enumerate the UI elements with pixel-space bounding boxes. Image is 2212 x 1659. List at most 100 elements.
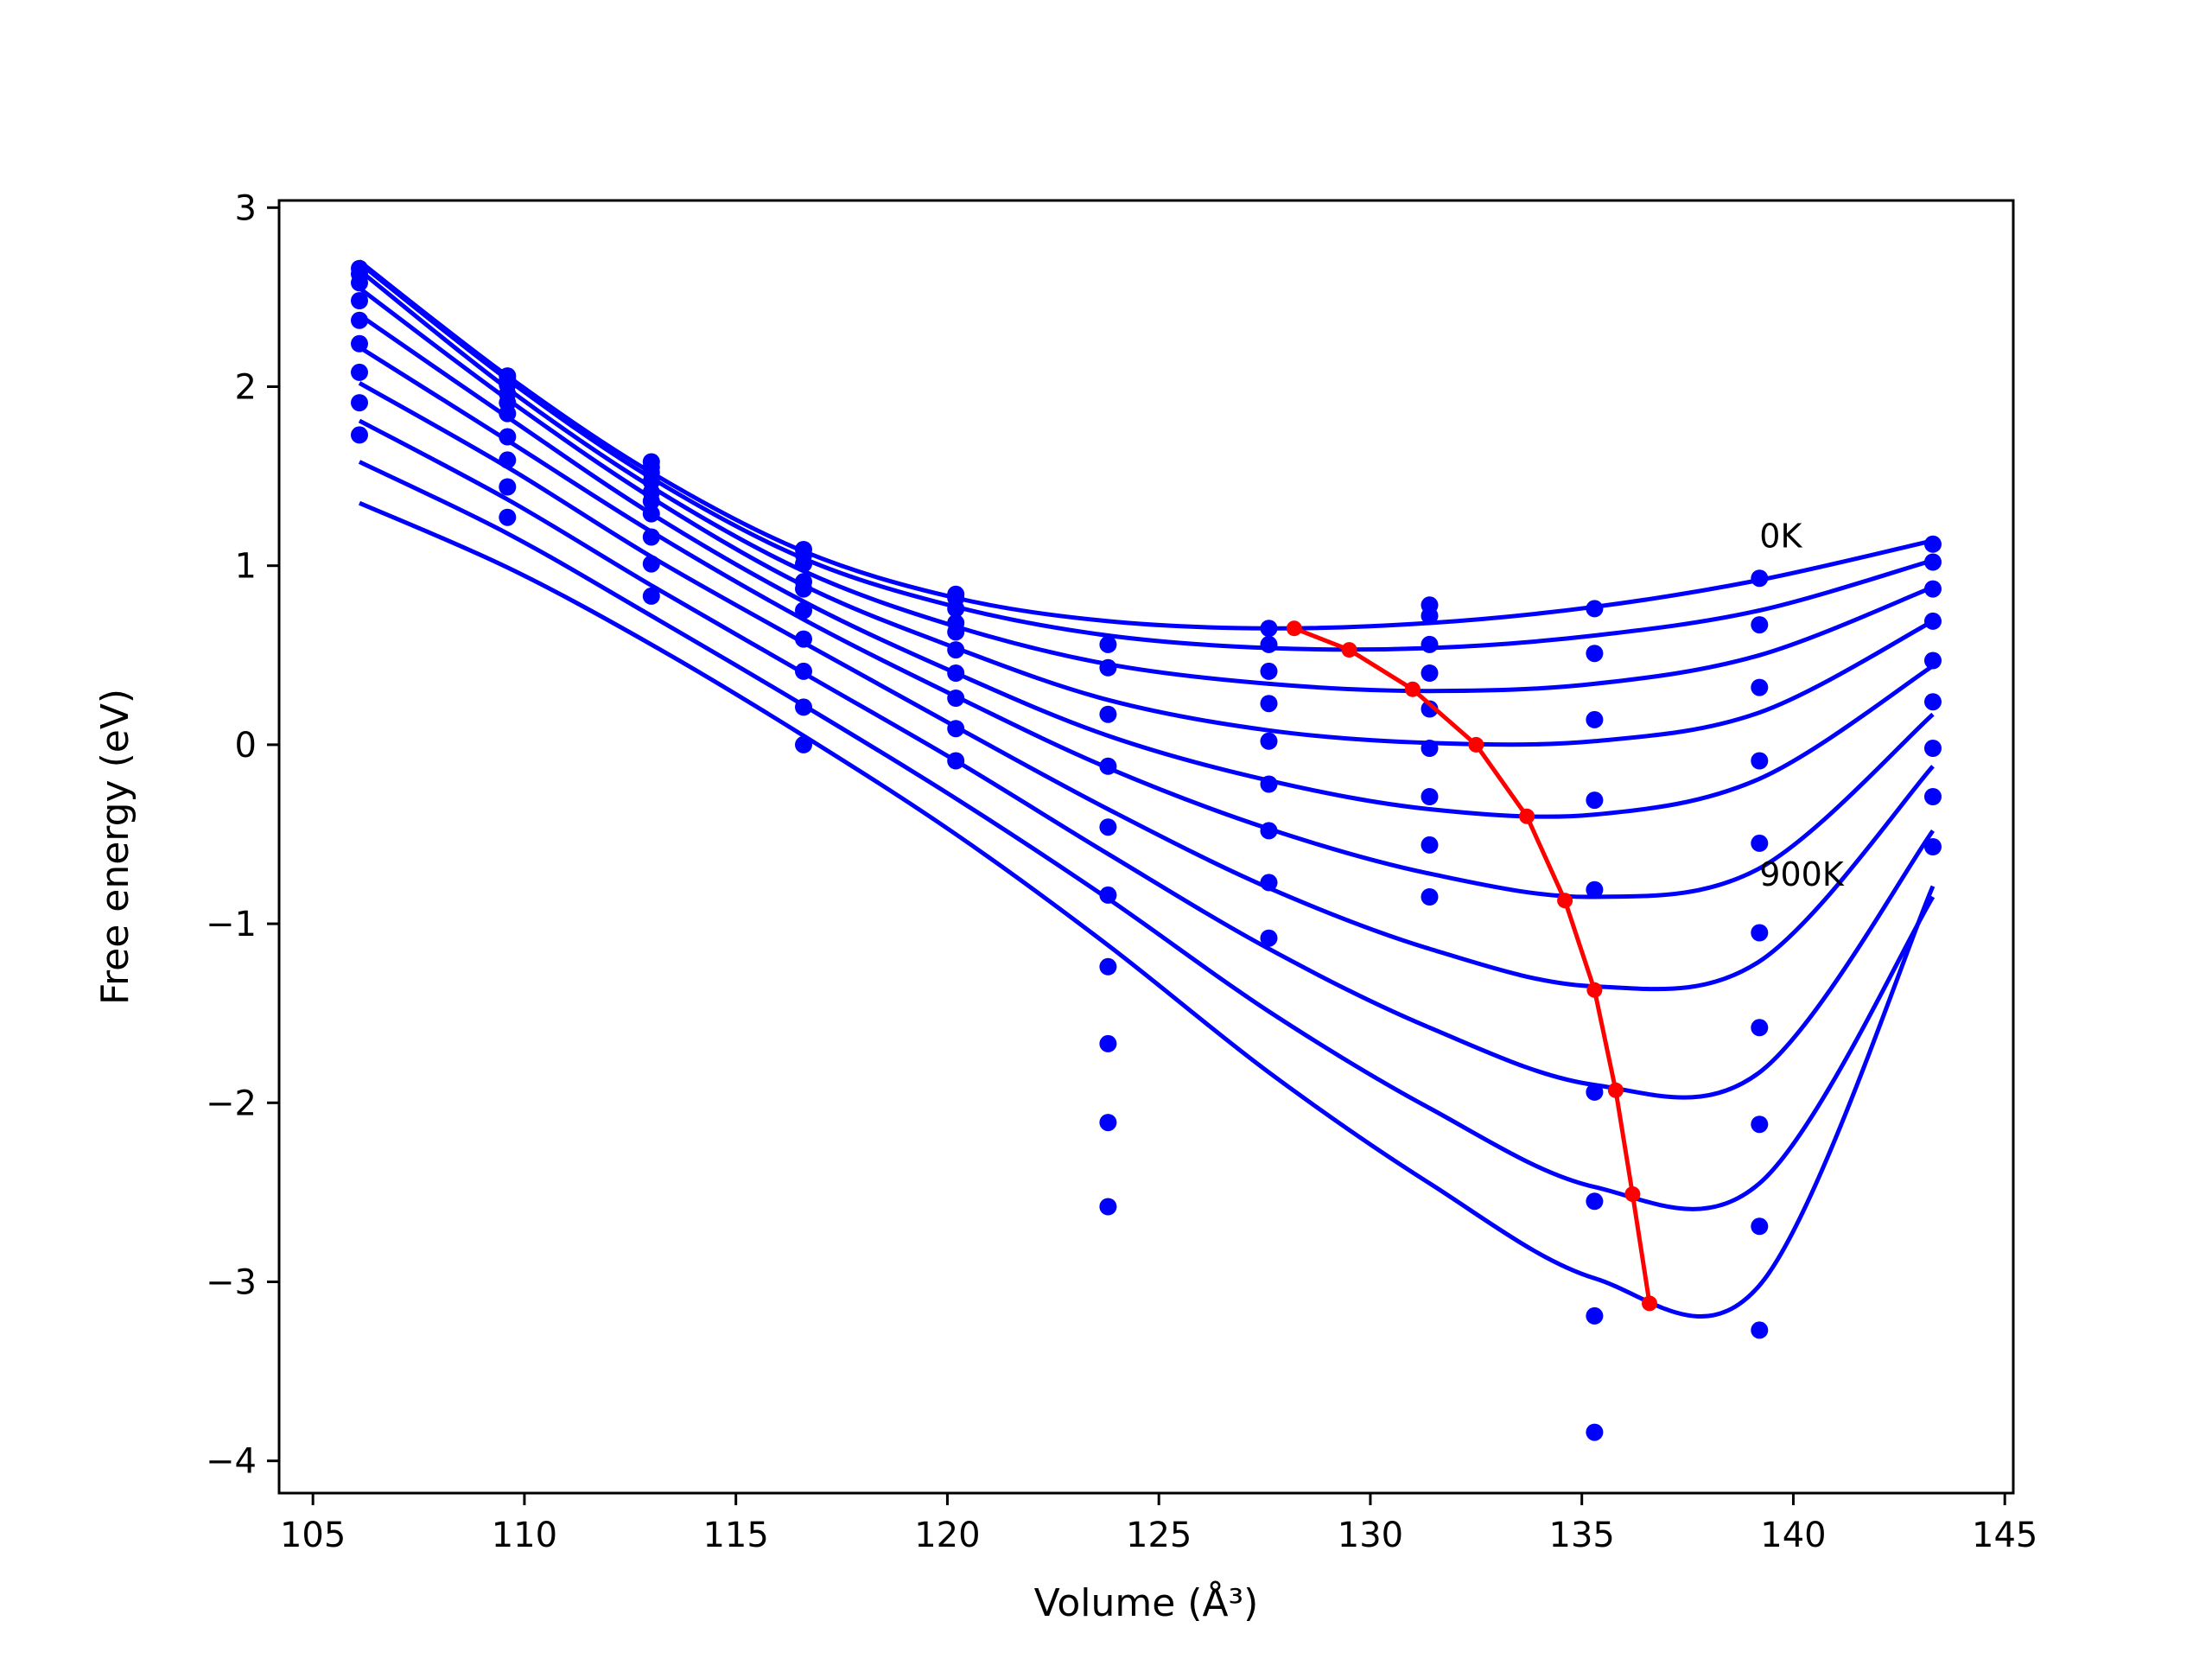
data-point [1751,924,1769,942]
data-point [1924,553,1942,571]
x-tick-label: 105 [280,1516,346,1555]
data-point [795,735,812,753]
data-point [1099,635,1117,653]
data-point [351,334,368,353]
data-point [1751,569,1769,588]
data-point [1586,1083,1604,1101]
data-point [642,587,660,605]
minima-point [1341,642,1357,658]
minima-point [1286,620,1302,637]
data-point [1751,752,1769,770]
x-tick-label: 135 [1549,1516,1615,1555]
data-point [642,528,660,546]
data-point [1260,822,1278,840]
data-point [1586,1306,1604,1325]
minima-point [1519,808,1535,824]
data-point [1751,678,1769,696]
data-point [1099,705,1117,723]
data-point [1924,580,1942,598]
y-tick-label: 0 [235,726,257,766]
data-point [1924,693,1942,711]
data-point [499,451,517,469]
y-tick-label: 2 [235,367,257,407]
y-tick-label: −2 [206,1084,257,1123]
data-point [499,508,517,526]
data-point [795,555,812,573]
data-point [1421,740,1439,757]
y-tick-label: −3 [206,1263,257,1303]
data-point [1586,791,1604,810]
x-tick-label: 130 [1338,1516,1403,1555]
data-point [1924,838,1942,855]
data-point [947,664,965,682]
data-point [499,478,517,496]
fit-curve-1 [358,261,1934,652]
data-point [351,363,368,381]
data-point [1586,1423,1604,1441]
y-tick-label: 3 [235,188,257,228]
data-point [351,311,368,329]
fit-curve-4 [358,313,1935,819]
y-tick-label: −1 [206,905,257,944]
x-tick-label: 140 [1760,1516,1826,1555]
x-tick-label: 110 [492,1516,557,1555]
data-point [1924,612,1942,630]
data-point [1586,645,1604,663]
data-point [1751,1019,1769,1037]
data-point [499,428,517,446]
y-tick-label: −4 [206,1442,257,1482]
x-axis-ticks: 105 110 115 120 125 130 135 140 145 [280,1493,2037,1555]
data-point [1586,600,1604,618]
data-point [1099,1198,1117,1216]
data-point [1421,635,1439,653]
data-point [1586,880,1604,899]
data-point [1924,788,1942,805]
minima-point [1642,1295,1657,1312]
data-point [499,404,517,423]
data-point [795,601,812,620]
data-point [1260,874,1278,892]
annotations: 0K 900K [1759,518,1845,894]
data-point [351,394,368,412]
minima-point [1586,982,1603,998]
data-point [1260,662,1278,680]
data-point [795,662,812,680]
y-axis-title: Free energy (eV) [93,689,137,1005]
fit-curve-0 [358,259,1934,631]
y-tick-label: 1 [235,547,257,587]
data-point [947,720,965,738]
data-point [1260,695,1278,713]
fit-curve-7 [358,418,1936,1100]
data-point [351,292,368,309]
x-axis-title: Volume (Å³) [1034,1580,1259,1625]
data-point [642,555,660,573]
x-tick-label: 120 [914,1516,980,1555]
data-point [947,690,965,707]
data-point [1421,664,1439,682]
fit-curve-3 [358,286,1935,747]
data-point [1421,700,1439,718]
data-point [795,630,812,648]
minima-point [1607,1082,1624,1098]
data-point [1421,888,1439,906]
data-point [1421,788,1439,805]
annotation-0k: 0K [1759,518,1802,556]
data-point [1260,929,1278,947]
data-points [351,259,1942,1441]
data-point [1924,535,1942,553]
data-point [1421,607,1439,625]
data-point [1751,1321,1769,1339]
data-point [351,426,368,444]
data-point [1099,886,1117,904]
data-point [1924,652,1942,670]
data-point [947,623,965,641]
minima-point [1624,1186,1641,1202]
y-axis-ticks: −4 −3 −2 −1 0 1 2 3 [206,188,279,1482]
data-point [1260,775,1278,793]
data-point [351,274,368,292]
data-point [642,505,660,523]
x-tick-label: 115 [702,1516,768,1555]
data-point [1260,620,1278,638]
data-point [1751,1217,1769,1236]
